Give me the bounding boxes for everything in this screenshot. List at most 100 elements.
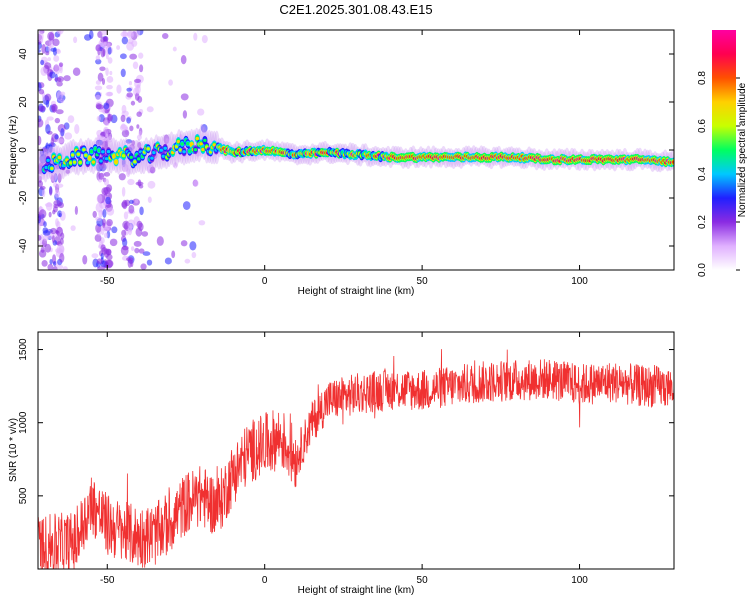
snr-y-label: SNR (10 * v/v) [8,418,19,482]
spectrogram-noise-cell [165,138,169,143]
spectrogram-noise-cell [45,51,50,56]
spectrogram-noise-cell [120,68,126,78]
spectrogram-noise-cell [64,132,73,140]
spectrogram-noise-cell [53,55,60,62]
spectrogram-noise-cell [41,189,46,198]
spectrogram-noise-cell [120,114,126,123]
spectrogram-x-ticks: -50 0 50 100 [100,30,588,287]
spectrogram-noise-cell [103,186,112,194]
spectrogram-noise-cell [107,136,113,143]
spectrogram-noise-cell [116,45,121,50]
spectrogram-ridge-core [87,156,92,160]
spectrogram-noise-cell [39,209,47,219]
spectrogram-noise-cell [38,105,46,112]
spectrogram-noise-cell [95,44,102,52]
spectrogram-noise-cell [47,57,51,62]
spectrogram-noise-cell [198,220,206,226]
spectrogram-noise-cell [193,32,198,41]
spectrogram-ridge-core [121,154,126,158]
spectrogram-noise-cell [191,251,197,259]
spectrogram-noise-cell [140,263,147,270]
spectrogram-noise-cell [120,245,129,256]
spectrogram-ridge-core [129,155,133,159]
spectrogram-ridge-core [671,160,674,164]
spectrogram-noise-cell [133,240,142,247]
snr-y-tick-label: 500 [18,487,29,504]
spectrogram-ridge-core [89,149,94,154]
colorbar-tick-label: 0.0 [697,263,708,277]
spectrogram-ridge-core [114,160,118,164]
spectrogram-ridge-core [201,147,205,152]
spectrogram-ridge-core [186,142,190,146]
spectrogram-noise-cell [156,236,164,246]
spectrogram-ridge-core [136,157,141,161]
spectrogram-noise-cell [121,36,129,45]
spectrogram-noise-cell [74,205,78,215]
spectrogram-noise-cell [52,209,56,215]
spectrogram-noise-cell [56,138,65,144]
snr-x-ticks: -50 0 50 100 [100,332,588,586]
spectrogram-noise-cell [54,63,59,73]
spectrogram-noise-cell [39,185,46,190]
spectrogram-panel: -50 0 50 100 -40 -20 0 20 40 Height of straight… [8,29,675,297]
snr-frame [37,331,675,570]
spectrogram-noise-cell [126,41,135,51]
spectrogram-ridge-core [212,143,217,147]
spectrogram-noise-cell [136,111,142,117]
spectrogram-noise-cell [50,227,57,235]
spectrogram-noise-cell [129,125,134,132]
spectrogram-ridge-core [99,159,103,163]
spectrogram-noise-cell [56,264,64,270]
spectrogram-noise-cell [56,81,63,87]
spectrogram-noise-cell [106,207,115,216]
spectrogram-noise-cell [139,64,144,73]
spectrogram-ridge-core [150,156,154,160]
spectrogram-y-ticks: -40 -20 0 20 40 [18,48,674,253]
spectrogram-noise-cell [103,232,108,239]
spectrogram-noise-cell [180,93,189,101]
spectrogram-noise-cell [102,208,107,218]
spectrogram-noise-cell [42,227,48,234]
spectrogram-ridge-core [178,148,183,152]
spectrogram-noise-cell [95,94,101,100]
spectrogram-noise-cell [97,72,104,82]
spectrogram-y-tick-label: 0 [18,147,29,153]
snr-series-line [38,349,674,569]
spectrogram-noise-cell [130,100,136,106]
spectrogram-noise-cell [95,139,104,146]
spectrogram-ridge-core [195,136,200,141]
spectrogram-noise-cell [54,117,61,124]
spectrogram-noise-cell [127,178,135,186]
spectrogram-noise-cell [147,180,156,189]
spectrogram-noise-cell [56,90,63,101]
spectrogram-ridge-core [91,160,96,164]
spectrogram-noise-cell [104,140,109,149]
spectrogram-noise-cell [109,70,113,76]
spectrogram-noise-cell [172,46,177,52]
spectrogram-ridge-core [187,149,192,153]
spectrogram-noise-cell [135,30,141,37]
spectrogram-y-tick-label: -20 [18,190,29,205]
spectrogram-noise-cell [139,206,144,216]
spectrogram-ridge-core [182,150,186,154]
spectrogram-noise-cell [134,247,140,254]
spectrogram-noise-cell [126,92,134,98]
spectrogram-noise-cell [100,47,105,58]
spectrogram-noise-cell [101,246,108,255]
spectrogram-noise-cell [127,225,133,236]
spectrogram-noise-cell [182,110,188,119]
spectrogram-noise-cell [173,162,178,169]
spectrogram-noise-cell [44,202,53,207]
spectrogram-noise-cell [96,115,101,122]
spectrogram-x-tick-label: 0 [262,276,268,287]
spectrogram-noise-cell [43,221,47,228]
spectrogram-ridge-core [189,142,194,147]
spectrogram-y-label: Frequency (Hz) [8,116,19,185]
spectrogram-noise-cell [105,67,109,77]
figure-title: C2E1.2025.301.08.43.E15 [279,2,432,17]
spectrogram-noise-cell [99,66,106,72]
spectrogram-noise-cell [55,183,64,188]
snr-x-label: Height of straight line (km) [298,585,415,596]
spectrogram-noise-cell [49,258,53,265]
spectrogram-noise-cell [149,166,156,174]
